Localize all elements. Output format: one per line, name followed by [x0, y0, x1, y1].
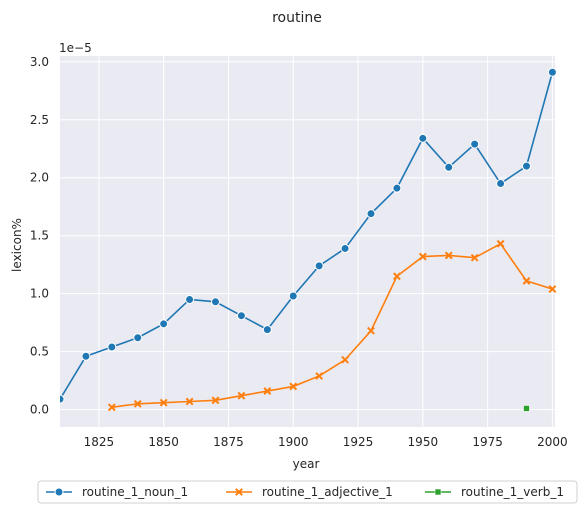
data-point: [289, 382, 298, 391]
y-tick-label: 1.5: [30, 229, 49, 243]
data-point: [159, 319, 169, 329]
data-point: [185, 294, 195, 304]
x-tick-label: 2000: [537, 435, 568, 449]
data-point: [107, 342, 117, 352]
legend-entry: routine_1_adjective_1: [226, 485, 393, 499]
x-marker-stroke: [107, 403, 116, 412]
data-point: [496, 239, 505, 248]
data-point: [418, 252, 427, 261]
x-tick-label: 1850: [148, 435, 179, 449]
data-point: [496, 179, 506, 189]
x-marker-stroke: [393, 272, 401, 281]
legend-label: routine_1_noun_1: [82, 485, 188, 499]
x-marker-stroke: [159, 398, 168, 407]
x-marker-stroke: [237, 391, 246, 400]
y-axis-label: lexicon%: [10, 218, 24, 272]
x-tick-label: 1925: [343, 435, 374, 449]
data-point: [470, 253, 479, 262]
y-tick-label: 0.5: [30, 345, 49, 359]
legend-label: routine_1_adjective_1: [262, 485, 393, 499]
data-point: [341, 355, 349, 364]
x-marker-stroke: [548, 285, 557, 293]
x-marker-stroke: [418, 252, 427, 261]
y-axis-ticks: 0.0 0.5 1.0 1.5 2.0 2.5 3.0: [30, 55, 49, 417]
data-point: [107, 403, 116, 412]
legend-box: [37, 480, 578, 504]
legend-entry: routine_1_verb_1: [425, 485, 564, 499]
data-point: [366, 209, 376, 219]
series-line: [111, 242, 553, 409]
x-axis-ticks: 1825 1850 1875 1900 1925 1950 1975 2000: [84, 435, 568, 449]
y-tick-label: 2.5: [30, 113, 49, 127]
series-routine_1_verb_1: [523, 405, 530, 412]
plot-area: [60, 56, 555, 427]
data-point: [340, 243, 350, 253]
data-point: [236, 311, 246, 321]
data-point: [159, 398, 168, 407]
data-point: [314, 261, 324, 271]
x-marker-stroke: [133, 399, 142, 408]
data-point: [60, 394, 65, 404]
x-marker-stroke: [263, 387, 272, 395]
x-axis-label: year: [293, 457, 320, 471]
data-point: [81, 351, 91, 361]
data-point: [133, 399, 142, 408]
gridlines: [60, 56, 555, 427]
x-marker-stroke: [367, 326, 375, 335]
x-tick-label: 1825: [84, 435, 115, 449]
data-point: [548, 285, 557, 293]
x-marker-stroke: [496, 239, 505, 248]
series-routine_1_noun_1: [60, 67, 557, 404]
data-point: [521, 161, 531, 171]
x-marker-stroke: [315, 372, 324, 380]
data-point: [547, 67, 557, 77]
data-point: [418, 133, 428, 143]
data-point: [444, 162, 454, 172]
x-marker-stroke: [289, 382, 298, 391]
data-point: [367, 326, 375, 335]
data-point: [262, 325, 272, 335]
data-point: [235, 488, 243, 496]
series-routine_1_adjective_1: [107, 239, 557, 412]
y-tick-label: 2.0: [30, 171, 49, 185]
y-tick-label: 0.0: [30, 403, 49, 417]
x-tick-label: 1950: [408, 435, 439, 449]
data-point: [288, 291, 298, 301]
legend-entry: routine_1_noun_1: [46, 485, 188, 499]
data-point: [185, 397, 194, 406]
data-point: [444, 251, 453, 260]
series-line: [60, 72, 554, 400]
data-point: [392, 183, 402, 193]
data-point: [470, 139, 480, 149]
data-point: [54, 487, 64, 497]
x-marker-stroke: [211, 396, 220, 405]
data-point: [522, 277, 531, 285]
x-tick-label: 1975: [472, 435, 503, 449]
series-layer: [60, 67, 557, 412]
x-marker-stroke: [444, 251, 453, 260]
data-point: [211, 396, 220, 405]
x-marker-stroke: [470, 253, 479, 262]
data-point: [434, 488, 442, 496]
data-point: [393, 272, 401, 281]
chart-title: routine: [272, 10, 322, 26]
x-marker-stroke: [522, 277, 531, 285]
data-point: [133, 333, 143, 343]
data-point: [210, 297, 220, 307]
data-point: [523, 405, 530, 412]
y-axis-offset-label: 1e−5: [59, 41, 92, 55]
x-tick-label: 1875: [213, 435, 244, 449]
data-point: [237, 391, 246, 400]
x-marker-stroke: [235, 488, 243, 496]
x-tick-label: 1900: [278, 435, 309, 449]
y-tick-label: 3.0: [30, 55, 49, 69]
y-tick-label: 1.0: [30, 287, 49, 301]
x-marker-stroke: [341, 355, 349, 364]
legend: routine_1_noun_1 routine_1_adjective_1 rou…: [37, 480, 578, 504]
data-point: [263, 387, 272, 395]
x-marker-stroke: [185, 397, 194, 406]
data-point: [315, 372, 324, 380]
legend-label: routine_1_verb_1: [461, 485, 564, 499]
